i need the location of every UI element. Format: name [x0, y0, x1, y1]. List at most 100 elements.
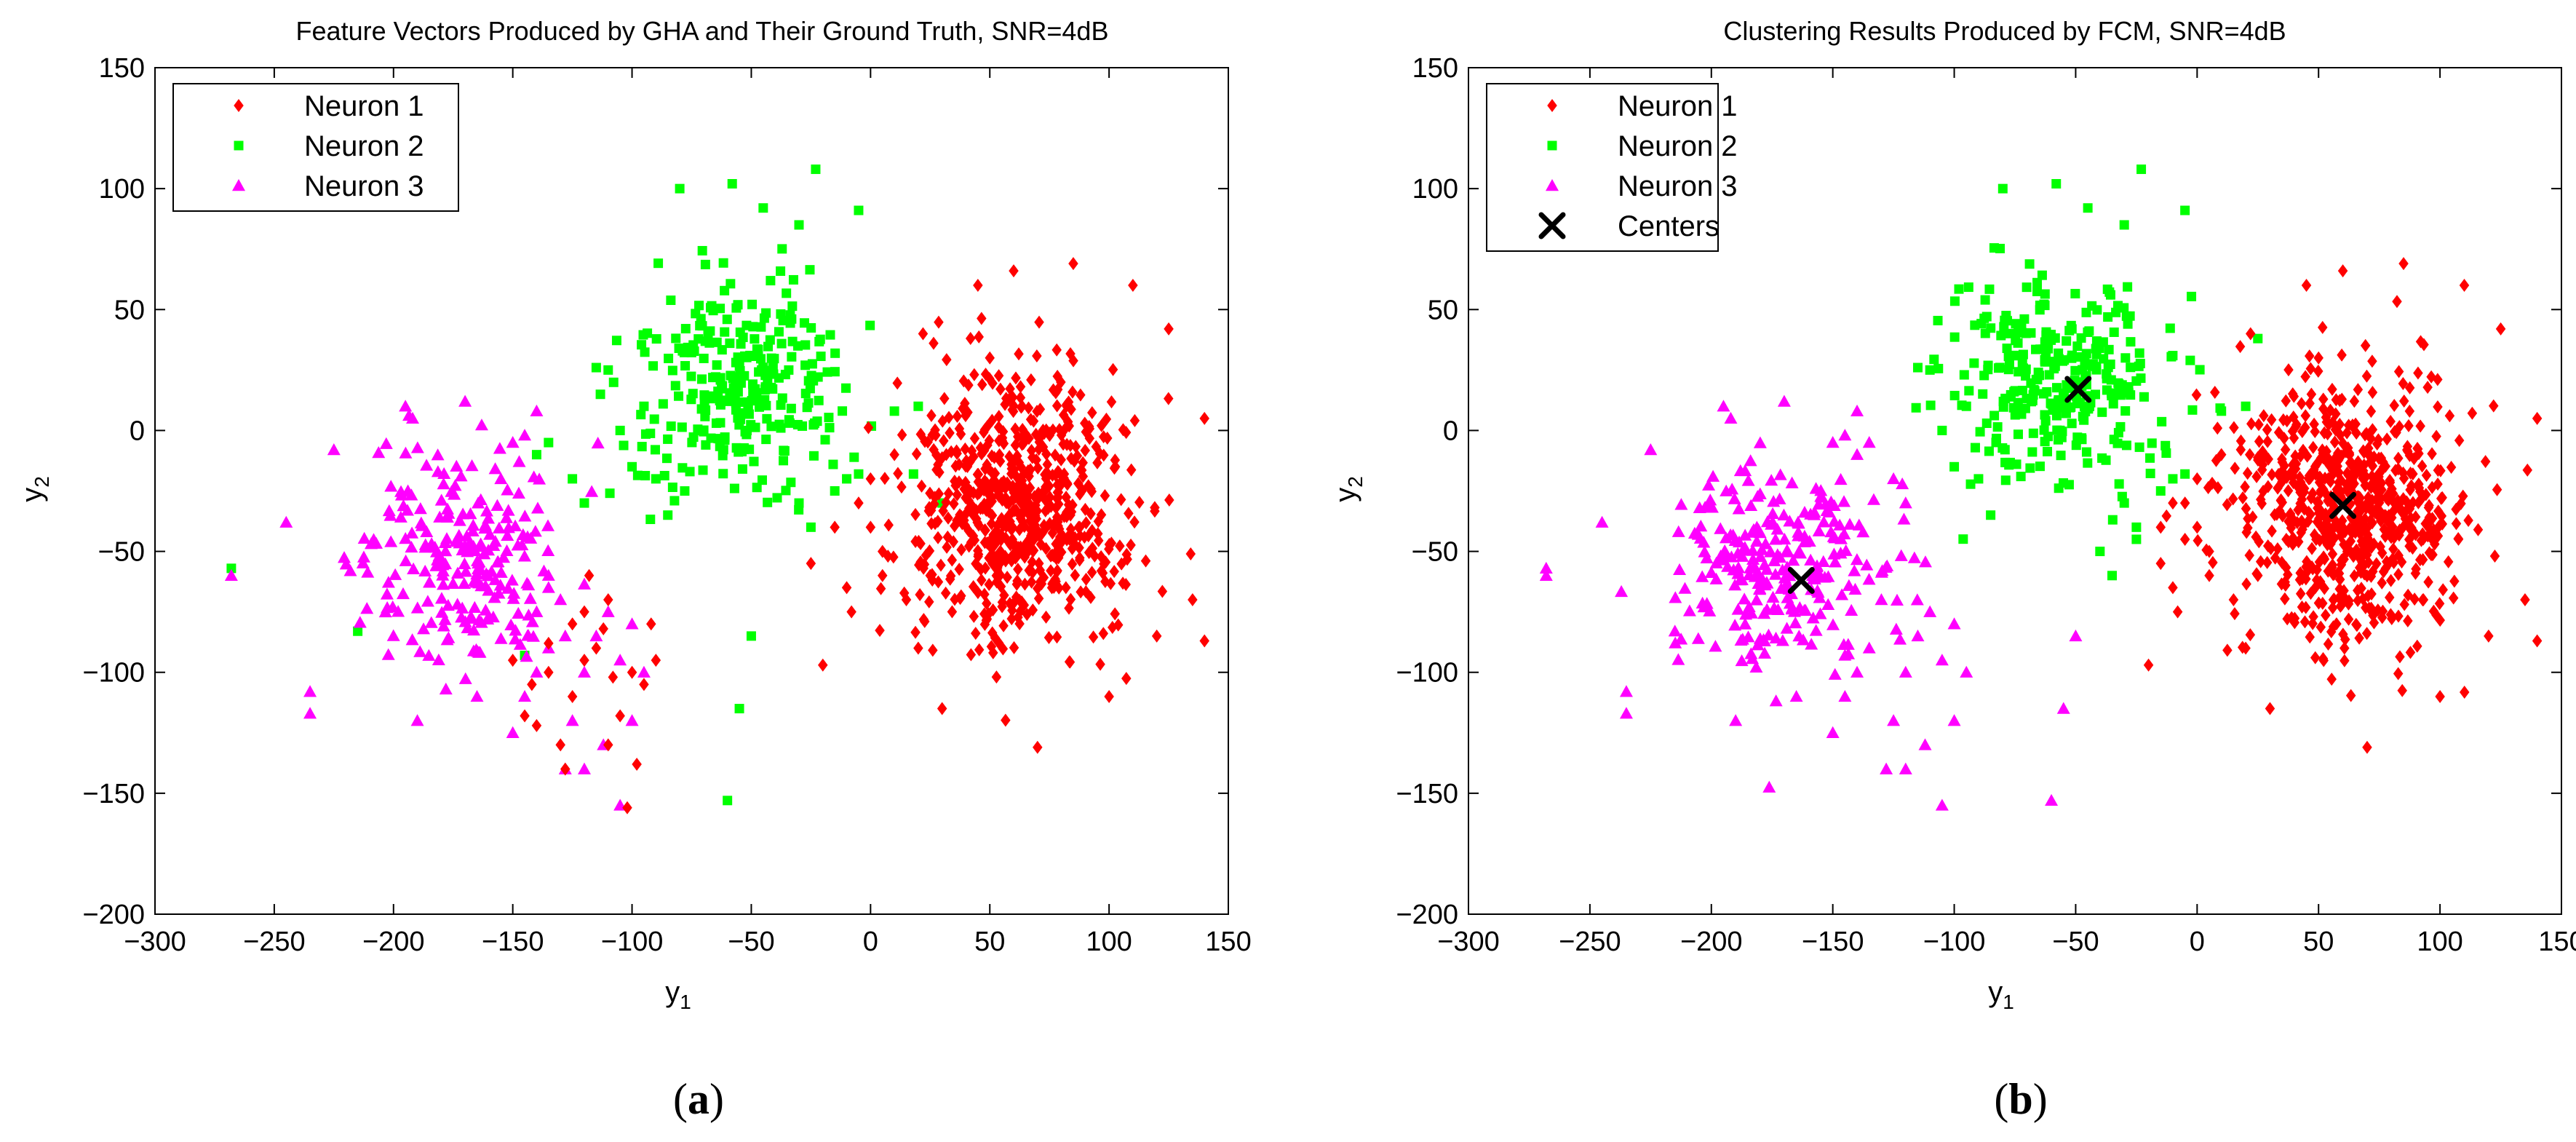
point-neuron-2	[2103, 362, 2113, 373]
point-neuron-2	[677, 346, 688, 356]
point-neuron-1	[2305, 397, 2315, 411]
point-neuron-3	[463, 611, 477, 624]
point-neuron-3	[520, 576, 534, 589]
point-neuron-2	[2002, 344, 2012, 354]
point-neuron-1	[2352, 549, 2363, 563]
point-neuron-1	[1064, 419, 1075, 433]
point-neuron-3	[1743, 568, 1757, 580]
point-neuron-1	[1024, 469, 1034, 483]
point-neuron-1	[2286, 611, 2297, 624]
point-neuron-1	[2427, 447, 2437, 461]
point-neuron-1	[971, 512, 982, 526]
point-neuron-1	[2365, 480, 2375, 493]
point-neuron-3	[1890, 593, 1904, 606]
point-neuron-3	[474, 616, 488, 628]
point-neuron-1	[1052, 630, 1062, 644]
point-neuron-3	[501, 483, 514, 496]
point-neuron-2	[798, 421, 808, 431]
point-neuron-3	[303, 685, 317, 697]
point-neuron-1	[2385, 415, 2396, 429]
point-neuron-2	[706, 433, 716, 443]
point-neuron-3	[494, 472, 508, 485]
point-neuron-2	[768, 361, 778, 371]
point-neuron-2	[2009, 386, 2019, 397]
point-neuron-3	[613, 654, 627, 666]
point-neuron-1	[555, 738, 565, 752]
series-neuron-2	[226, 164, 947, 806]
point-neuron-1	[1134, 496, 1145, 509]
point-neuron-2	[2121, 440, 2131, 451]
point-neuron-3	[530, 605, 544, 617]
point-neuron-1	[1056, 376, 1066, 389]
point-neuron-1	[2323, 637, 2334, 651]
point-neuron-1	[2257, 496, 2267, 510]
point-neuron-2	[2107, 515, 2118, 525]
point-neuron-1	[2408, 496, 2418, 509]
point-neuron-2	[1991, 433, 2001, 443]
point-neuron-1	[560, 762, 571, 776]
point-neuron-2	[651, 334, 661, 344]
point-neuron-1	[2362, 531, 2373, 544]
point-neuron-1	[2255, 555, 2266, 568]
point-neuron-3	[399, 554, 413, 566]
point-neuron-1	[2358, 560, 2369, 574]
point-neuron-1	[2308, 440, 2318, 454]
point-neuron-3	[1810, 584, 1824, 596]
point-neuron-3	[1785, 476, 1799, 488]
point-neuron-2	[2120, 406, 2131, 416]
point-neuron-3	[1760, 563, 1774, 575]
point-neuron-3	[1842, 579, 1856, 591]
point-neuron-3	[1768, 554, 1781, 566]
point-neuron-3	[384, 480, 398, 492]
point-neuron-2	[838, 406, 848, 416]
point-neuron-2	[1912, 362, 1923, 373]
point-neuron-2	[734, 704, 744, 714]
point-neuron-3	[1923, 605, 1937, 617]
point-neuron-2	[2123, 282, 2133, 292]
point-neuron-1	[1001, 713, 1011, 727]
point-neuron-3	[1806, 611, 1820, 624]
point-neuron-3	[1706, 469, 1720, 482]
point-neuron-3	[327, 443, 341, 456]
x-tick-label: −300	[1437, 927, 1500, 957]
point-neuron-3	[1812, 524, 1826, 536]
point-neuron-2	[756, 322, 766, 332]
point-neuron-1	[942, 353, 952, 367]
point-neuron-3	[1899, 496, 1912, 509]
point-neuron-2	[2026, 328, 2036, 338]
point-neuron-2	[1996, 330, 2006, 341]
point-neuron-1	[2227, 492, 2238, 506]
point-neuron-1	[982, 438, 993, 452]
point-neuron-3	[470, 567, 484, 580]
point-neuron-1	[1017, 515, 1028, 528]
point-neuron-2	[1949, 390, 1960, 400]
point-neuron-3	[1759, 537, 1773, 550]
point-neuron-3	[1619, 685, 1633, 697]
point-neuron-1	[2373, 467, 2384, 481]
point-neuron-1	[2489, 399, 2499, 413]
point-neuron-2	[787, 352, 797, 362]
point-neuron-3	[1862, 436, 1876, 448]
point-neuron-1	[639, 678, 649, 691]
point-neuron-1	[2334, 475, 2344, 489]
point-neuron-3	[1947, 617, 1961, 630]
point-neuron-3	[1828, 667, 1842, 680]
point-neuron-1	[969, 609, 979, 623]
point-neuron-3	[1805, 638, 1818, 650]
point-neuron-3	[482, 544, 496, 556]
point-neuron-2	[908, 469, 918, 479]
point-neuron-2	[739, 370, 750, 381]
point-neuron-2	[854, 469, 864, 479]
point-neuron-3	[506, 726, 520, 738]
point-neuron-2	[649, 414, 659, 424]
y-tick-label: −100	[1396, 658, 1458, 689]
point-neuron-1	[2353, 383, 2364, 397]
point-neuron-1	[2369, 537, 2380, 551]
point-neuron-1	[2355, 527, 2366, 541]
point-neuron-3	[1739, 608, 1753, 620]
point-neuron-1	[2492, 483, 2503, 496]
point-neuron-2	[2136, 373, 2146, 384]
point-neuron-1	[993, 420, 1004, 434]
series-neuron-1	[507, 257, 1209, 814]
point-neuron-2	[715, 304, 726, 314]
